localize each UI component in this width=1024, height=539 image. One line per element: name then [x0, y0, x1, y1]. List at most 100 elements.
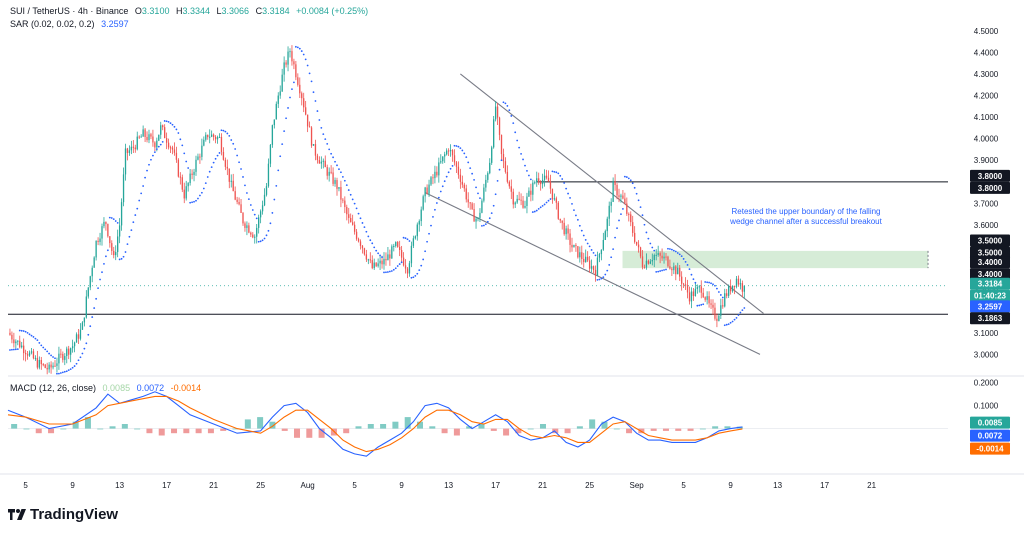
sar-dot — [367, 235, 370, 238]
sar-dot — [404, 237, 407, 240]
level-tag-bg — [970, 246, 1010, 259]
candle-down — [165, 138, 168, 143]
candle-down — [316, 155, 319, 161]
sar-dot — [208, 170, 211, 173]
candle-down — [555, 198, 557, 203]
sar-dot — [670, 248, 673, 251]
sar-legend[interactable]: SAR (0.02, 0.02, 0.2) 3.2597 — [10, 19, 133, 29]
candle-up — [514, 202, 516, 205]
candle-down — [498, 117, 501, 135]
sar-dot — [623, 175, 626, 178]
sar-tag: 3.2597 — [978, 302, 1003, 311]
candle-up — [487, 173, 489, 180]
candle-up — [281, 74, 283, 92]
sar-dot — [244, 184, 246, 187]
candle-up — [338, 187, 340, 189]
sar-dot — [443, 180, 446, 183]
candle-down — [641, 256, 644, 268]
candle-down — [375, 262, 377, 267]
sar-dot — [187, 167, 190, 169]
candle-up — [263, 194, 266, 206]
sar-dot — [631, 182, 634, 185]
sar-dot — [549, 198, 552, 200]
sar-dot — [614, 236, 616, 239]
sar-dot — [142, 185, 145, 187]
candle-up — [677, 267, 679, 275]
sar-dot — [553, 170, 556, 173]
candle-down — [344, 200, 346, 207]
level-tag: 3.1863 — [978, 314, 1003, 323]
candle-up — [720, 305, 722, 316]
sar-dot — [508, 109, 511, 112]
y-tick-label: 4.5000 — [974, 27, 999, 36]
candle-down — [681, 276, 683, 284]
sar-dot — [34, 337, 37, 340]
candle-down — [634, 232, 636, 242]
sar-dot — [30, 334, 33, 337]
macd-histogram-bar — [257, 417, 264, 429]
candle-down — [436, 171, 438, 176]
candle-down — [635, 241, 638, 245]
sar-dot — [148, 163, 150, 166]
macd-histogram-bar — [232, 428, 239, 430]
sar-dot — [494, 193, 497, 196]
candle-down — [737, 278, 740, 285]
candle-down — [191, 173, 193, 175]
candle-down — [688, 292, 691, 302]
candle-down — [577, 246, 579, 258]
candle-up — [79, 329, 82, 339]
candle-up — [585, 256, 587, 263]
sar-dot — [314, 100, 317, 102]
sar-dot — [721, 296, 724, 299]
sar-dot — [522, 158, 524, 161]
sar-dot — [191, 201, 193, 204]
level-tag: 3.8000 — [978, 184, 1003, 193]
annotation-text: wedge channel after a successful breakou… — [729, 217, 882, 226]
sar-dot — [81, 352, 84, 355]
sar-dot — [58, 372, 60, 375]
candle-down — [40, 359, 42, 365]
candle-down — [162, 125, 164, 128]
macd-histogram-bar — [294, 428, 301, 438]
x-tick-label: 17 — [820, 481, 829, 490]
y-tick-label: 3.9000 — [974, 156, 999, 165]
sar-dot — [332, 156, 334, 159]
tradingview-logo-icon — [8, 509, 26, 520]
candle-down — [522, 200, 524, 208]
candle-down — [13, 339, 15, 344]
candle-down — [473, 209, 475, 222]
macd-legend[interactable]: MACD (12, 26, close) 0.0085 0.0072 -0.00… — [10, 383, 205, 393]
candle-down — [540, 182, 542, 185]
symbol-label[interactable]: SUI / TetherUS · 4h · Binance — [10, 6, 129, 16]
sar-dot — [124, 251, 127, 253]
sar-dot — [357, 212, 360, 215]
macd-y-tick-label: 0.1000 — [974, 402, 999, 411]
sar-dot — [363, 226, 366, 229]
candle-up — [612, 180, 614, 202]
sar-dot — [390, 270, 393, 272]
sar-dot — [482, 224, 485, 227]
sar-dot — [52, 356, 54, 358]
sar-dot — [461, 149, 464, 152]
candle-up — [64, 356, 66, 360]
sar-dot — [477, 192, 479, 195]
sar-dot — [418, 269, 421, 272]
sar-dot — [510, 115, 513, 117]
sar-dot — [381, 256, 383, 258]
sar-dot — [212, 161, 215, 164]
candle-up — [728, 285, 730, 296]
candle-up — [475, 218, 477, 222]
sar-dot — [83, 347, 86, 350]
candle-down — [46, 367, 48, 370]
candle-up — [442, 156, 444, 162]
x-tick-label: 17 — [162, 481, 171, 490]
tradingview-logo: TradingView — [8, 506, 118, 523]
macd-histogram-bar — [146, 428, 153, 434]
candle-down — [369, 259, 371, 261]
candle-up — [620, 195, 622, 197]
sar-dot — [604, 273, 607, 276]
sar-dot — [451, 165, 454, 167]
candle-up — [87, 287, 89, 297]
sar-dot — [441, 185, 444, 188]
